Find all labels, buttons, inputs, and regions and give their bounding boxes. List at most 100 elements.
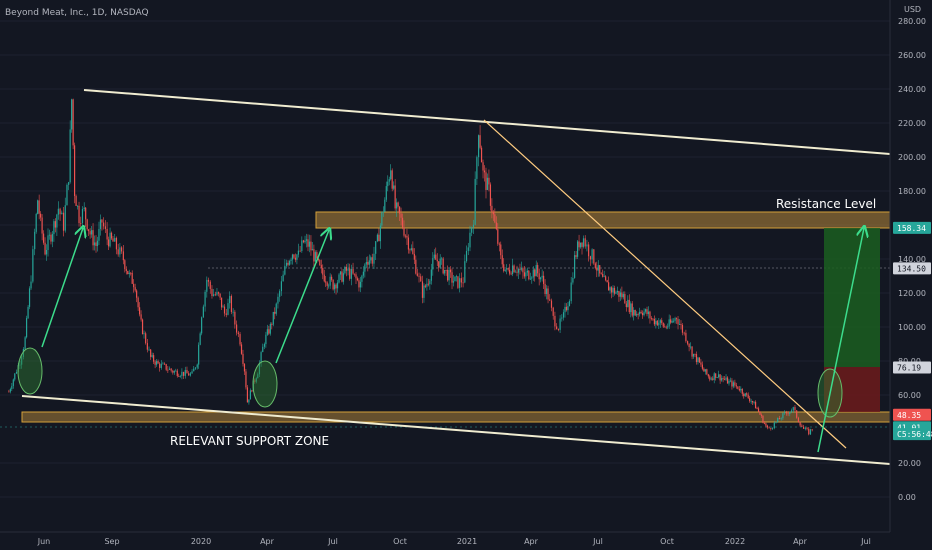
candle-body: [196, 364, 198, 368]
candle-body: [621, 292, 623, 298]
candle-body: [160, 363, 162, 368]
time-tick-label: 2020: [191, 537, 211, 546]
candle-body: [263, 344, 266, 347]
candle-body: [637, 313, 639, 315]
price-tick-label: 100.00: [898, 323, 926, 332]
candle-body: [92, 230, 94, 246]
price-badge-label: 158.34: [897, 224, 926, 233]
candle-body: [538, 273, 540, 280]
candle-body: [294, 257, 297, 260]
arrow-1: [41, 228, 83, 348]
candle-body: [35, 213, 37, 232]
time-tick-label: Apr: [260, 537, 275, 546]
candle-body: [170, 368, 172, 371]
candle-body: [401, 217, 404, 228]
price-tick-label: 140.00: [898, 255, 926, 264]
candle-body: [370, 257, 372, 261]
price-tick-label: 120.00: [898, 289, 926, 298]
candle-body: [650, 318, 653, 320]
candle-body: [522, 268, 524, 273]
candle-body: [732, 382, 735, 387]
candle-body: [165, 364, 167, 370]
candle-body: [157, 361, 159, 364]
candle-body: [510, 273, 512, 275]
candle-body: [181, 371, 183, 376]
candle-body: [237, 332, 239, 335]
candle-body: [359, 281, 362, 288]
candle-body: [173, 371, 175, 373]
candle-body: [631, 303, 633, 316]
candle-body: [204, 291, 206, 307]
candle-body: [109, 232, 111, 247]
candle-body: [444, 269, 446, 274]
candle-body: [11, 385, 13, 390]
candle-body: [489, 184, 492, 206]
candle-body: [709, 376, 711, 380]
candle-body: [262, 346, 264, 353]
candle-body: [529, 278, 531, 280]
candle-body: [576, 241, 579, 257]
candle-body: [216, 292, 218, 295]
candle-body: [586, 244, 588, 247]
candle-body: [138, 307, 141, 315]
candle-body: [406, 235, 408, 238]
candle-body: [339, 271, 342, 275]
candle-body: [290, 259, 292, 262]
candle-body: [282, 274, 284, 282]
candle-body: [436, 259, 438, 262]
candle-body: [694, 353, 696, 355]
candle-body: [465, 250, 468, 262]
candle-body: [213, 294, 215, 296]
candle-body: [460, 278, 462, 283]
candle-body: [255, 378, 257, 382]
candle-body: [710, 378, 712, 380]
candle-body: [293, 254, 295, 258]
candle-body: [556, 326, 558, 329]
candle-body: [674, 318, 676, 321]
candle-body: [45, 249, 48, 255]
candle-body: [523, 272, 525, 277]
candle-body: [15, 372, 18, 374]
candle-body: [656, 320, 658, 326]
candle-body: [114, 237, 116, 242]
candle-body: [715, 373, 717, 378]
candle-body: [777, 417, 779, 422]
candle-body: [639, 311, 641, 315]
candle-body: [754, 401, 757, 409]
price-tick-label: 260.00: [898, 51, 926, 60]
candle-body: [302, 240, 305, 243]
candle-body: [239, 334, 241, 345]
candle-body: [299, 250, 301, 252]
candle-body: [603, 276, 605, 278]
candle-body: [688, 343, 690, 348]
candle-body: [797, 417, 800, 423]
highlight-ellipse-2: [252, 360, 278, 408]
candle-body: [469, 232, 471, 248]
candle-body: [95, 242, 97, 247]
candle-body: [432, 258, 434, 270]
candle-body: [495, 222, 497, 230]
candle-body: [467, 247, 469, 251]
candle-body: [375, 241, 377, 254]
candle-body: [726, 377, 729, 384]
candle-body: [759, 411, 761, 415]
candle-body: [38, 200, 40, 214]
candle-body: [99, 219, 102, 229]
candle-body: [338, 274, 340, 283]
candle-body: [455, 276, 458, 278]
candle-body: [596, 268, 598, 271]
candle-body: [811, 429, 813, 431]
candle-body: [242, 353, 244, 364]
candle-body: [713, 373, 715, 380]
time-tick-label: Sep: [104, 537, 119, 546]
candle-body: [376, 234, 379, 242]
candle-body: [766, 425, 768, 428]
candle-body: [143, 333, 145, 335]
candle-body: [439, 258, 441, 268]
candle-body: [265, 334, 267, 345]
candle-body: [350, 268, 352, 279]
candle-body: [584, 238, 586, 247]
candle-body: [288, 261, 291, 265]
candle-body: [134, 287, 136, 291]
